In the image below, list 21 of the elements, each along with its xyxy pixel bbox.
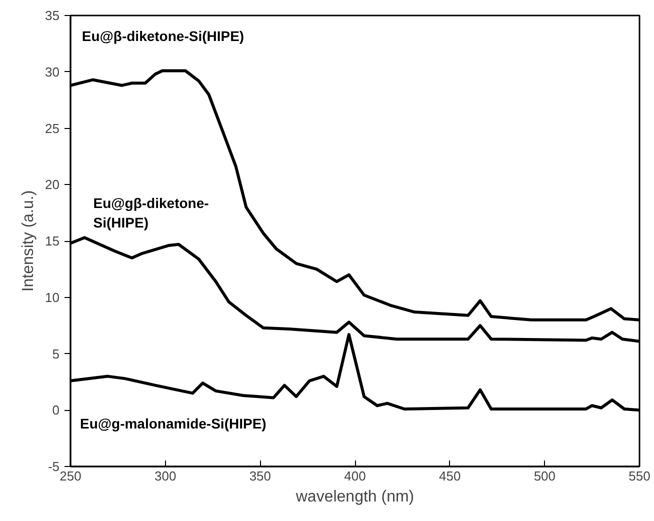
y-tick-label: 35 bbox=[45, 8, 60, 23]
x-tick-label: 550 bbox=[628, 468, 650, 484]
y-tick-label: 5 bbox=[52, 346, 60, 362]
x-tick-label: 500 bbox=[534, 468, 556, 484]
y-tick-label: -5 bbox=[48, 459, 60, 474]
y-tick-label: 30 bbox=[45, 64, 60, 80]
y-tick-label: 15 bbox=[45, 234, 60, 248]
x-axis-title: wavelength (nm) bbox=[294, 488, 414, 506]
y-axis-title: Intensity (a.u.) bbox=[20, 190, 38, 292]
x-tick-label: 400 bbox=[344, 468, 366, 484]
y-tick-label: 10 bbox=[45, 290, 60, 305]
x-tick-label: 250 bbox=[60, 468, 82, 484]
text: Eu@β-diketone-Si(HIPE) bbox=[82, 28, 244, 44]
x-tick-label: 350 bbox=[249, 468, 272, 484]
x-tick-label: 450 bbox=[438, 468, 461, 484]
series-label: Eu@gβ-diketone-Si(HIPE) bbox=[93, 195, 210, 230]
y-tick-label: 20 bbox=[45, 177, 60, 192]
series-label: Eu@g-malonamide-Si(HIPE) bbox=[80, 416, 266, 432]
y-tick-label: 0 bbox=[52, 402, 60, 418]
y-tick-label: 25 bbox=[45, 120, 60, 136]
x-tick-label: 300 bbox=[154, 468, 176, 484]
